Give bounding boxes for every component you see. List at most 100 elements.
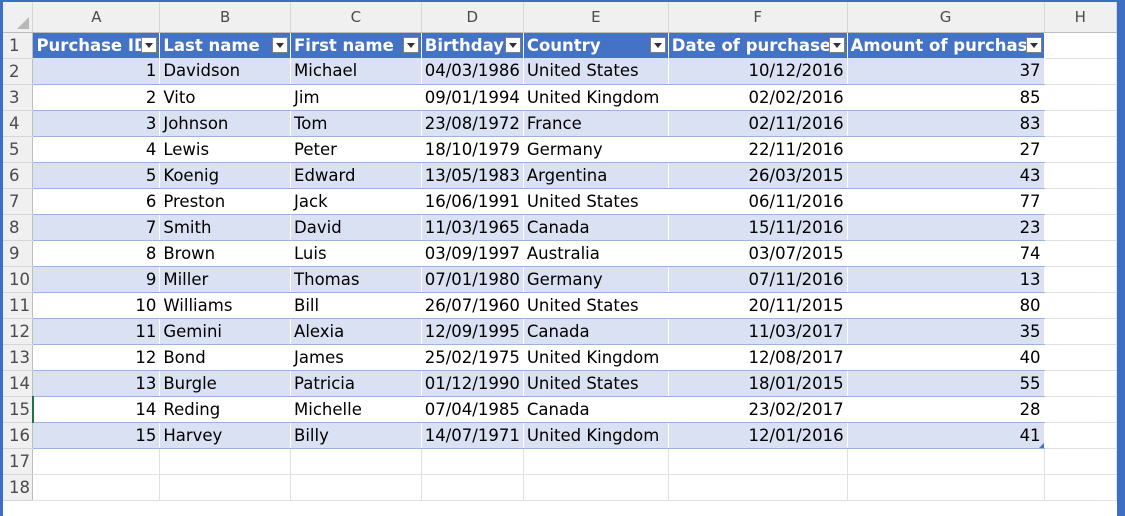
cell[interactable] xyxy=(1044,162,1118,189)
cell-date-of-purchase[interactable]: 12/08/2017 xyxy=(668,344,848,371)
select-all-button[interactable] xyxy=(3,2,34,33)
cell-date-of-purchase[interactable]: 15/11/2016 xyxy=(668,214,848,241)
cell-purchase-id[interactable]: 10 xyxy=(32,292,161,319)
cell-purchase-id[interactable]: 13 xyxy=(32,370,161,397)
cell[interactable] xyxy=(159,474,292,501)
cell[interactable] xyxy=(1044,396,1118,423)
cell-last-name[interactable]: Miller xyxy=(159,266,292,293)
cell-last-name[interactable]: Davidson xyxy=(159,58,292,85)
cell-first-name[interactable]: Luis xyxy=(290,240,422,267)
cell-first-name[interactable]: Patricia xyxy=(290,370,422,397)
cell-first-name[interactable]: Edward xyxy=(290,162,422,189)
cell-date-of-purchase[interactable]: 26/03/2015 xyxy=(668,162,848,189)
header-amount-of-purchase[interactable]: Amount of purchase xyxy=(847,32,1045,58)
row-header[interactable]: 4 xyxy=(3,110,34,137)
row-header[interactable]: 8 xyxy=(3,214,34,241)
cell-amount-of-purchase[interactable]: 41 xyxy=(847,422,1045,449)
cell-last-name[interactable]: Preston xyxy=(159,188,292,215)
cell-last-name[interactable]: Johnson xyxy=(159,110,292,137)
cell-amount-of-purchase[interactable]: 55 xyxy=(847,370,1045,397)
cell-birthday[interactable]: 12/09/1995 xyxy=(421,318,524,345)
cell-purchase-id[interactable]: 6 xyxy=(32,188,161,215)
cell-first-name[interactable]: Michael xyxy=(290,58,422,85)
column-header-e[interactable]: E xyxy=(523,2,669,33)
row-header[interactable]: 10 xyxy=(3,266,34,293)
cell[interactable] xyxy=(1044,318,1118,345)
cell[interactable] xyxy=(1044,136,1118,163)
cell-last-name[interactable]: Brown xyxy=(159,240,292,267)
cell-purchase-id[interactable]: 7 xyxy=(32,214,161,241)
column-header-d[interactable]: D xyxy=(421,2,524,33)
cell[interactable] xyxy=(159,448,292,475)
cell[interactable] xyxy=(523,474,669,501)
row-header[interactable]: 1 xyxy=(3,32,34,59)
cell-date-of-purchase[interactable]: 02/02/2016 xyxy=(668,84,848,111)
column-header-a[interactable]: A xyxy=(32,2,161,33)
cell[interactable] xyxy=(668,448,848,475)
row-header[interactable]: 13 xyxy=(3,344,34,371)
cell[interactable] xyxy=(1044,58,1118,85)
cell-first-name[interactable]: Jim xyxy=(290,84,422,111)
cell-purchase-id[interactable]: 9 xyxy=(32,266,161,293)
cell-first-name[interactable]: Peter xyxy=(290,136,422,163)
cell-purchase-id[interactable]: 2 xyxy=(32,84,161,111)
cell-date-of-purchase[interactable]: 23/02/2017 xyxy=(668,396,848,423)
header-first-name[interactable]: First name xyxy=(290,32,422,58)
cell-purchase-id[interactable]: 15 xyxy=(32,422,161,449)
cell-amount-of-purchase[interactable]: 37 xyxy=(847,58,1045,85)
row-header[interactable]: 5 xyxy=(3,136,34,163)
cell[interactable] xyxy=(421,448,524,475)
cell-country[interactable]: Germany xyxy=(523,266,669,293)
cell[interactable] xyxy=(1044,188,1118,215)
cell-amount-of-purchase[interactable]: 35 xyxy=(847,318,1045,345)
cell-last-name[interactable]: Burgle xyxy=(159,370,292,397)
cell-purchase-id[interactable]: 11 xyxy=(32,318,161,345)
cell-last-name[interactable]: Lewis xyxy=(159,136,292,163)
cell[interactable] xyxy=(847,448,1045,475)
filter-dropdown-icon[interactable] xyxy=(504,36,521,53)
cell-birthday[interactable]: 07/04/1985 xyxy=(421,396,524,423)
cell-birthday[interactable]: 23/08/1972 xyxy=(421,110,524,137)
cell-country[interactable]: Germany xyxy=(523,136,669,163)
cell-country[interactable]: Canada xyxy=(523,396,669,423)
cell-country[interactable]: United States xyxy=(523,58,669,85)
cell-birthday[interactable]: 03/09/1997 xyxy=(421,240,524,267)
cell-last-name[interactable]: Harvey xyxy=(159,422,292,449)
row-header[interactable]: 2 xyxy=(3,58,34,85)
cell-amount-of-purchase[interactable]: 28 xyxy=(847,396,1045,423)
row-header[interactable]: 12 xyxy=(3,318,34,345)
filter-dropdown-icon[interactable] xyxy=(828,36,845,53)
cell-last-name[interactable]: Williams xyxy=(159,292,292,319)
cell[interactable] xyxy=(1044,422,1118,449)
header-birthday[interactable]: Birthday xyxy=(421,32,524,58)
cell-country[interactable]: Argentina xyxy=(523,162,669,189)
cell-birthday[interactable]: 18/10/1979 xyxy=(421,136,524,163)
column-header-h[interactable]: H xyxy=(1044,2,1118,33)
cell-last-name[interactable]: Koenig xyxy=(159,162,292,189)
cell[interactable] xyxy=(1044,32,1118,59)
cell-amount-of-purchase[interactable]: 40 xyxy=(847,344,1045,371)
cell-amount-of-purchase[interactable]: 23 xyxy=(847,214,1045,241)
row-header[interactable]: 17 xyxy=(3,448,34,475)
cell-date-of-purchase[interactable]: 03/07/2015 xyxy=(668,240,848,267)
cell[interactable] xyxy=(1044,266,1118,293)
cell-country[interactable]: United Kingdom xyxy=(523,84,669,111)
cell-date-of-purchase[interactable]: 18/01/2015 xyxy=(668,370,848,397)
cell-date-of-purchase[interactable]: 22/11/2016 xyxy=(668,136,848,163)
cell[interactable] xyxy=(1044,344,1118,371)
cell[interactable] xyxy=(1044,214,1118,241)
row-header[interactable]: 14 xyxy=(3,370,34,397)
cell[interactable] xyxy=(523,448,669,475)
row-header[interactable]: 3 xyxy=(3,84,34,111)
cell-date-of-purchase[interactable]: 11/03/2017 xyxy=(668,318,848,345)
filter-dropdown-icon[interactable] xyxy=(272,36,289,53)
cell-purchase-id[interactable]: 3 xyxy=(32,110,161,137)
cell[interactable] xyxy=(1044,84,1118,111)
cell-first-name[interactable]: Michelle xyxy=(290,396,422,423)
row-header[interactable]: 18 xyxy=(3,474,34,501)
cell[interactable] xyxy=(1044,110,1118,137)
cell-first-name[interactable]: Thomas xyxy=(290,266,422,293)
cell-amount-of-purchase[interactable]: 80 xyxy=(847,292,1045,319)
table-resize-handle[interactable] xyxy=(1038,442,1044,447)
row-header[interactable]: 6 xyxy=(3,162,34,189)
